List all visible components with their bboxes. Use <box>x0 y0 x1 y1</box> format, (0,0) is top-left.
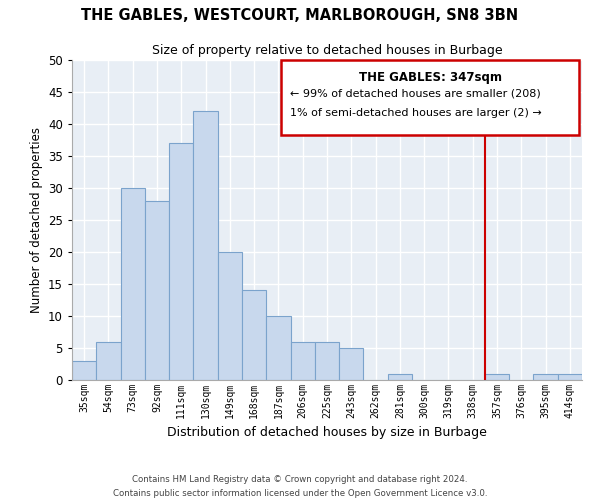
Bar <box>388 374 412 380</box>
Bar <box>315 342 339 380</box>
Bar <box>169 143 193 380</box>
Bar <box>242 290 266 380</box>
Bar <box>96 342 121 380</box>
Text: Contains HM Land Registry data © Crown copyright and database right 2024.
Contai: Contains HM Land Registry data © Crown c… <box>113 476 487 498</box>
Bar <box>121 188 145 380</box>
Bar <box>145 201 169 380</box>
Bar <box>72 361 96 380</box>
Text: THE GABLES, WESTCOURT, MARLBOROUGH, SN8 3BN: THE GABLES, WESTCOURT, MARLBOROUGH, SN8 … <box>82 8 518 22</box>
X-axis label: Distribution of detached houses by size in Burbage: Distribution of detached houses by size … <box>167 426 487 440</box>
Bar <box>266 316 290 380</box>
FancyBboxPatch shape <box>281 60 580 135</box>
Text: 1% of semi-detached houses are larger (2) →: 1% of semi-detached houses are larger (2… <box>290 108 542 118</box>
Bar <box>533 374 558 380</box>
Text: ← 99% of detached houses are smaller (208): ← 99% of detached houses are smaller (20… <box>290 89 541 99</box>
Bar <box>485 374 509 380</box>
Bar <box>193 111 218 380</box>
Text: THE GABLES: 347sqm: THE GABLES: 347sqm <box>359 70 502 84</box>
Bar <box>339 348 364 380</box>
Y-axis label: Number of detached properties: Number of detached properties <box>29 127 43 313</box>
Bar <box>218 252 242 380</box>
Bar <box>290 342 315 380</box>
Bar <box>558 374 582 380</box>
Title: Size of property relative to detached houses in Burbage: Size of property relative to detached ho… <box>152 44 502 58</box>
